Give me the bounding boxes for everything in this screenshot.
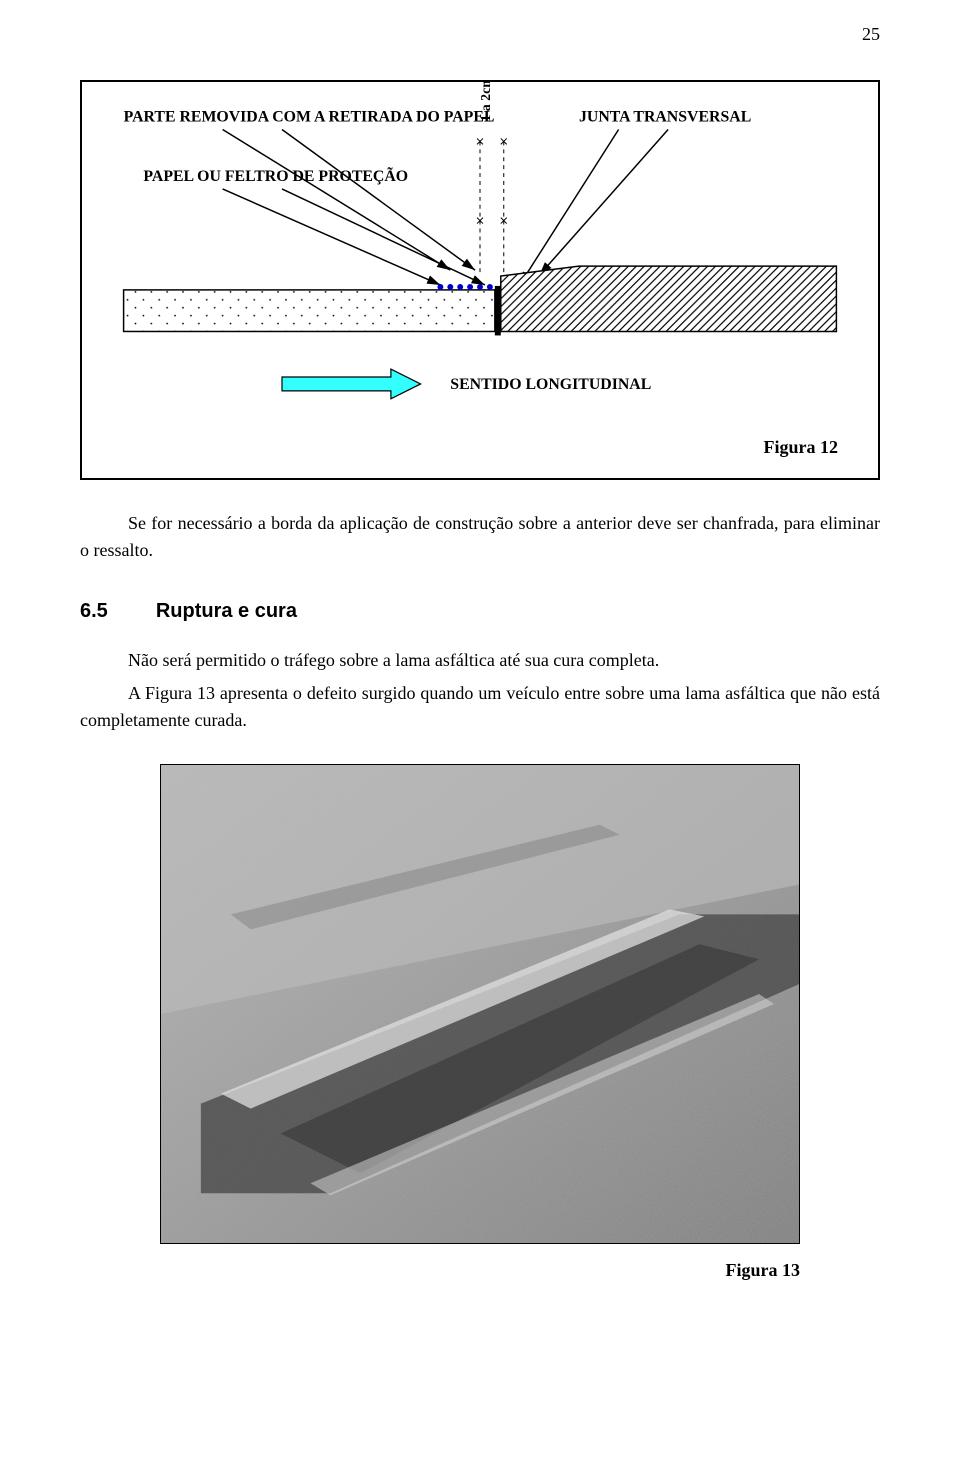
figure-13-caption: Figura 13 (80, 1260, 800, 1281)
paragraph-1: Se for necessário a borda da aplicação d… (80, 510, 880, 564)
label-sentido: SENTIDO LONGITUDINAL (450, 376, 651, 393)
right-slab (501, 266, 837, 331)
label-parte-removida: PARTE REMOVIDA COM A RETIRADA DO PAPEL (124, 109, 495, 126)
page-number: 25 (862, 24, 880, 45)
figure-12-caption: Figura 12 (764, 437, 839, 458)
longitudinal-arrow (282, 369, 421, 399)
section-heading-6-5: 6.5 Ruptura e cura (80, 600, 880, 623)
label-junta: JUNTA TRANSVERSAL (579, 109, 751, 126)
paragraph-2a: Não será permitido o tráfego sobre a lam… (80, 647, 880, 674)
figure-12-container: PARTE REMOVIDA COM A RETIRADA DO PAPEL 1… (80, 80, 880, 480)
section-number: 6.5 (80, 600, 108, 623)
label-gap: 1 a 2cm (478, 82, 493, 122)
section-title: Ruptura e cura (156, 600, 297, 623)
paragraph-2b: A Figura 13 apresenta o defeito surgido … (80, 680, 880, 734)
left-slab (124, 290, 495, 332)
felt-strip (495, 286, 501, 336)
figure-13-container (160, 764, 800, 1244)
figure-13-photo (161, 765, 799, 1243)
label-papel: PAPEL OU FELTRO DE PROTEÇÃO (143, 166, 408, 185)
figure-12-diagram: PARTE REMOVIDA COM A RETIRADA DO PAPEL 1… (82, 82, 878, 478)
